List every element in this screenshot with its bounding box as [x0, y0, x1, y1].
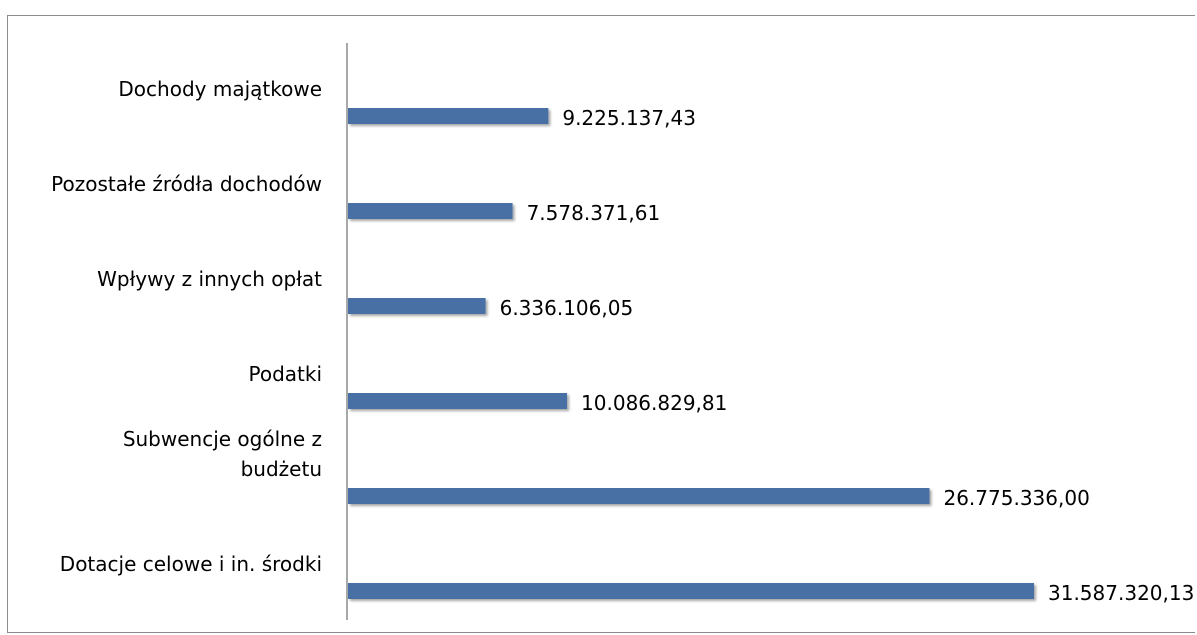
category-label-4-line-1: budżetu: [241, 457, 322, 481]
category-label-0: Dochody majątkowe: [118, 77, 322, 101]
bar-4: [348, 488, 930, 504]
bar-2: [348, 298, 486, 314]
value-label-5: 31.587.320,13: [1048, 581, 1194, 605]
value-label-4: 26.775.336,00: [943, 486, 1089, 510]
value-label-0: 9.225.137,43: [562, 106, 696, 130]
value-label-1: 7.578.371,61: [527, 201, 661, 225]
bar-3: [348, 393, 568, 409]
category-label-3: Podatki: [248, 362, 322, 386]
chart-frame: [7, 15, 1195, 633]
value-label-3: 10.086.829,81: [581, 391, 727, 415]
value-label-2: 6.336.106,05: [500, 296, 634, 320]
category-label-5: Dotacje celowe i in. środki: [60, 552, 322, 576]
category-label-2: Wpływy z innych opłat: [97, 267, 322, 291]
bar-5: [348, 583, 1034, 599]
category-label-1: Pozostałe źródła dochodów: [51, 172, 322, 196]
bar-1: [348, 203, 513, 219]
labels-group: 9.225.137,43 Dochody majątkowe 7.578.371,6…: [51, 77, 1194, 605]
bars-group: [348, 108, 1034, 599]
category-label-4-line-0: Subwencje ogólne z: [123, 427, 322, 451]
bar-0: [348, 108, 549, 124]
